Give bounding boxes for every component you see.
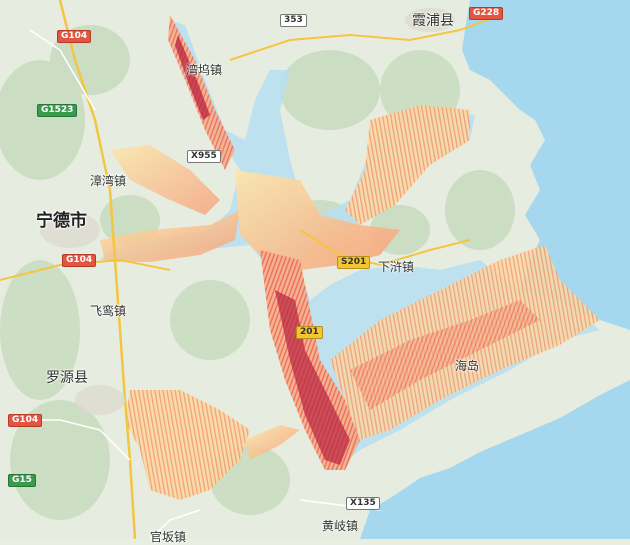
label-haidao: 海岛 [455, 359, 480, 373]
road-shield-353: 353 [280, 14, 307, 27]
road-shield-g228: G228 [469, 7, 504, 20]
label-zhangwan: 漳湾镇 [90, 174, 127, 188]
road-shield-x955: X955 [187, 150, 221, 163]
road-shield-s201-b: 201 [296, 326, 323, 339]
road-shield-x135: X135 [346, 497, 380, 510]
road-shield-g15: G15 [8, 474, 36, 487]
label-guanban: 官坂镇 [150, 530, 187, 544]
label-huangqi: 黄岐镇 [322, 519, 359, 533]
road-shield-s201-a: S201 [337, 256, 371, 269]
urban-areas [40, 8, 455, 415]
label-luoyuan: 罗源县 [46, 370, 88, 386]
label-wanwu: 湾坞镇 [186, 63, 223, 77]
sea-area [360, 0, 630, 539]
road-shield-g104-mid: G104 [62, 254, 97, 267]
label-feiluan: 飞鸾镇 [90, 304, 127, 318]
road-shield-g1523: G1523 [37, 104, 78, 117]
road-shield-g104-bottom: G104 [8, 414, 43, 427]
label-ningde: 宁德市 [36, 211, 87, 231]
label-xiapu: 霞浦县 [412, 13, 454, 29]
label-xiahu: 下浒镇 [378, 260, 415, 274]
road-shield-g104-top: G104 [57, 30, 92, 43]
heat-overlay [100, 15, 600, 500]
